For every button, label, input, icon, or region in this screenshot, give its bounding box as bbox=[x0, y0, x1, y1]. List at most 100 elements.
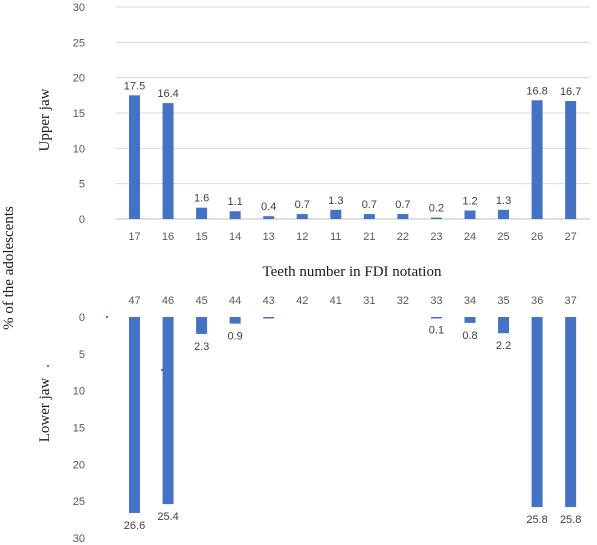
upper-bar bbox=[229, 211, 241, 219]
upper-bar bbox=[162, 103, 174, 219]
lower-data-label: 0.1 bbox=[429, 325, 444, 337]
upper-category-label: 21 bbox=[363, 231, 375, 243]
upper-jaw-panel: 17.5 16.4 1.6 1.1 0.4 0.7 1.3 0.7 0.7 0.2 1.2 1.3 16… bbox=[73, 2, 590, 243]
lower-y-tick-label: 15 bbox=[73, 423, 85, 435]
lower-bar bbox=[498, 317, 510, 334]
upper-bar bbox=[498, 209, 510, 219]
lower-bar bbox=[196, 317, 208, 334]
upper-y-tick-label: 20 bbox=[73, 73, 85, 85]
upper-bar bbox=[531, 100, 543, 219]
upper-data-label: 0.7 bbox=[395, 199, 410, 211]
upper-bar bbox=[129, 95, 140, 219]
lower-category-label: 42 bbox=[296, 295, 308, 307]
lower-category-label: 46 bbox=[162, 295, 174, 307]
lower-bar bbox=[263, 317, 275, 319]
upper-category-label: 14 bbox=[229, 231, 241, 243]
lower-category-label: 32 bbox=[397, 295, 409, 307]
lower-category-label: 31 bbox=[363, 295, 375, 307]
upper-category-label: 23 bbox=[430, 231, 442, 243]
upper-category-label: 11 bbox=[330, 231, 341, 243]
upper-y-tick-label: 5 bbox=[79, 179, 85, 191]
stray-dot bbox=[105, 315, 109, 319]
lower-bar bbox=[430, 317, 442, 319]
upper-category-label: 12 bbox=[296, 231, 308, 243]
upper-category-label: 16 bbox=[162, 231, 174, 243]
lower-y-tick-label: 20 bbox=[73, 459, 85, 471]
lower-bars bbox=[129, 317, 577, 513]
upper-panel-label: Upper jaw bbox=[37, 88, 53, 151]
upper-data-label: 17.5 bbox=[124, 80, 145, 92]
upper-data-label: 1.6 bbox=[194, 193, 209, 205]
upper-bar bbox=[565, 100, 577, 219]
upper-bar bbox=[330, 209, 342, 219]
stray-dot bbox=[46, 364, 50, 368]
upper-bar bbox=[263, 216, 275, 219]
lower-category-label: 33 bbox=[430, 295, 442, 307]
lower-y-tick-label: 30 bbox=[73, 533, 85, 545]
upper-data-label: 16.4 bbox=[157, 88, 178, 100]
upper-bar bbox=[397, 214, 409, 219]
upper-category-label: 24 bbox=[464, 231, 476, 243]
upper-bar bbox=[464, 210, 476, 219]
lower-data-label: 2.3 bbox=[194, 341, 209, 353]
upper-data-label: 0.4 bbox=[261, 201, 276, 213]
lower-data-label: 25.8 bbox=[560, 514, 581, 526]
lower-category-label: 35 bbox=[497, 295, 509, 307]
lower-jaw-panel: 26.6 25.4 2.3 0.9 0.1 0.8 2.2 25.8 25.8 0 5 10 15 20… bbox=[73, 295, 582, 545]
upper-data-label: 16.8 bbox=[526, 85, 547, 97]
lower-category-labels: 47 46 45 44 43 42 41 31 32 33 34 35 36 37 bbox=[128, 295, 576, 307]
upper-y-tick-label: 0 bbox=[79, 214, 85, 226]
lower-bar bbox=[129, 317, 140, 513]
upper-y-tick-label: 25 bbox=[73, 37, 85, 49]
upper-bar bbox=[363, 214, 375, 219]
upper-bar bbox=[196, 207, 208, 219]
lower-y-tick-label: 10 bbox=[73, 386, 85, 398]
upper-data-label: 1.3 bbox=[496, 195, 511, 207]
lower-y-tick-label: 0 bbox=[79, 312, 85, 324]
upper-category-label: 17 bbox=[128, 231, 140, 243]
upper-y-tick-label: 15 bbox=[73, 108, 85, 120]
upper-data-label: 1.1 bbox=[228, 196, 243, 208]
upper-y-tick-labels: 0 5 10 15 20 25 30 bbox=[73, 2, 85, 226]
upper-y-tick-label: 10 bbox=[73, 143, 85, 155]
lower-bar bbox=[565, 317, 577, 508]
lower-category-label: 36 bbox=[531, 295, 543, 307]
lower-category-label: 37 bbox=[565, 295, 577, 307]
upper-data-label: 0.7 bbox=[295, 199, 310, 211]
lower-data-label: 25.4 bbox=[157, 511, 178, 523]
lower-category-label: 47 bbox=[128, 295, 140, 307]
upper-grid bbox=[116, 6, 590, 220]
lower-category-label: 34 bbox=[464, 295, 476, 307]
x-axis-title: Teeth number in FDI notation bbox=[263, 264, 442, 280]
y-axis-title: % of the adolescents bbox=[1, 206, 17, 330]
lower-data-label: 25.8 bbox=[526, 514, 547, 526]
upper-category-labels: 17 16 15 14 13 12 11 21 22 23 24 25 26 27 bbox=[128, 231, 576, 243]
lower-bar bbox=[464, 317, 476, 323]
lower-category-label: 41 bbox=[330, 295, 342, 307]
upper-category-label: 22 bbox=[397, 231, 409, 243]
lower-category-label: 45 bbox=[195, 295, 207, 307]
lower-y-tick-label: 25 bbox=[73, 496, 85, 508]
upper-y-tick-label: 30 bbox=[73, 2, 85, 14]
upper-data-label: 1.2 bbox=[462, 196, 477, 208]
upper-category-label: 25 bbox=[497, 231, 509, 243]
lower-category-label: 43 bbox=[263, 295, 275, 307]
upper-data-label: 16.7 bbox=[560, 86, 581, 98]
lower-data-labels: 26.6 25.4 2.3 0.9 0.1 0.8 2.2 25.8 25.8 bbox=[124, 325, 582, 532]
lower-data-label: 0.9 bbox=[228, 331, 243, 343]
lower-y-tick-labels: 0 5 10 15 20 25 30 bbox=[73, 312, 85, 545]
upper-category-label: 27 bbox=[565, 231, 577, 243]
upper-data-label: 0.7 bbox=[362, 199, 377, 211]
lower-data-label: 2.2 bbox=[496, 340, 511, 352]
lower-category-label: 44 bbox=[229, 295, 241, 307]
upper-data-label: 0.2 bbox=[429, 203, 444, 215]
upper-category-label: 26 bbox=[531, 231, 543, 243]
lower-y-tick-label: 5 bbox=[79, 349, 85, 361]
lower-panel-label: Lower jaw bbox=[37, 378, 53, 443]
lower-bar bbox=[229, 317, 241, 324]
upper-bar bbox=[296, 214, 308, 219]
stray-dot bbox=[160, 368, 164, 372]
lower-bar bbox=[531, 317, 543, 508]
upper-data-label: 1.3 bbox=[328, 195, 343, 207]
